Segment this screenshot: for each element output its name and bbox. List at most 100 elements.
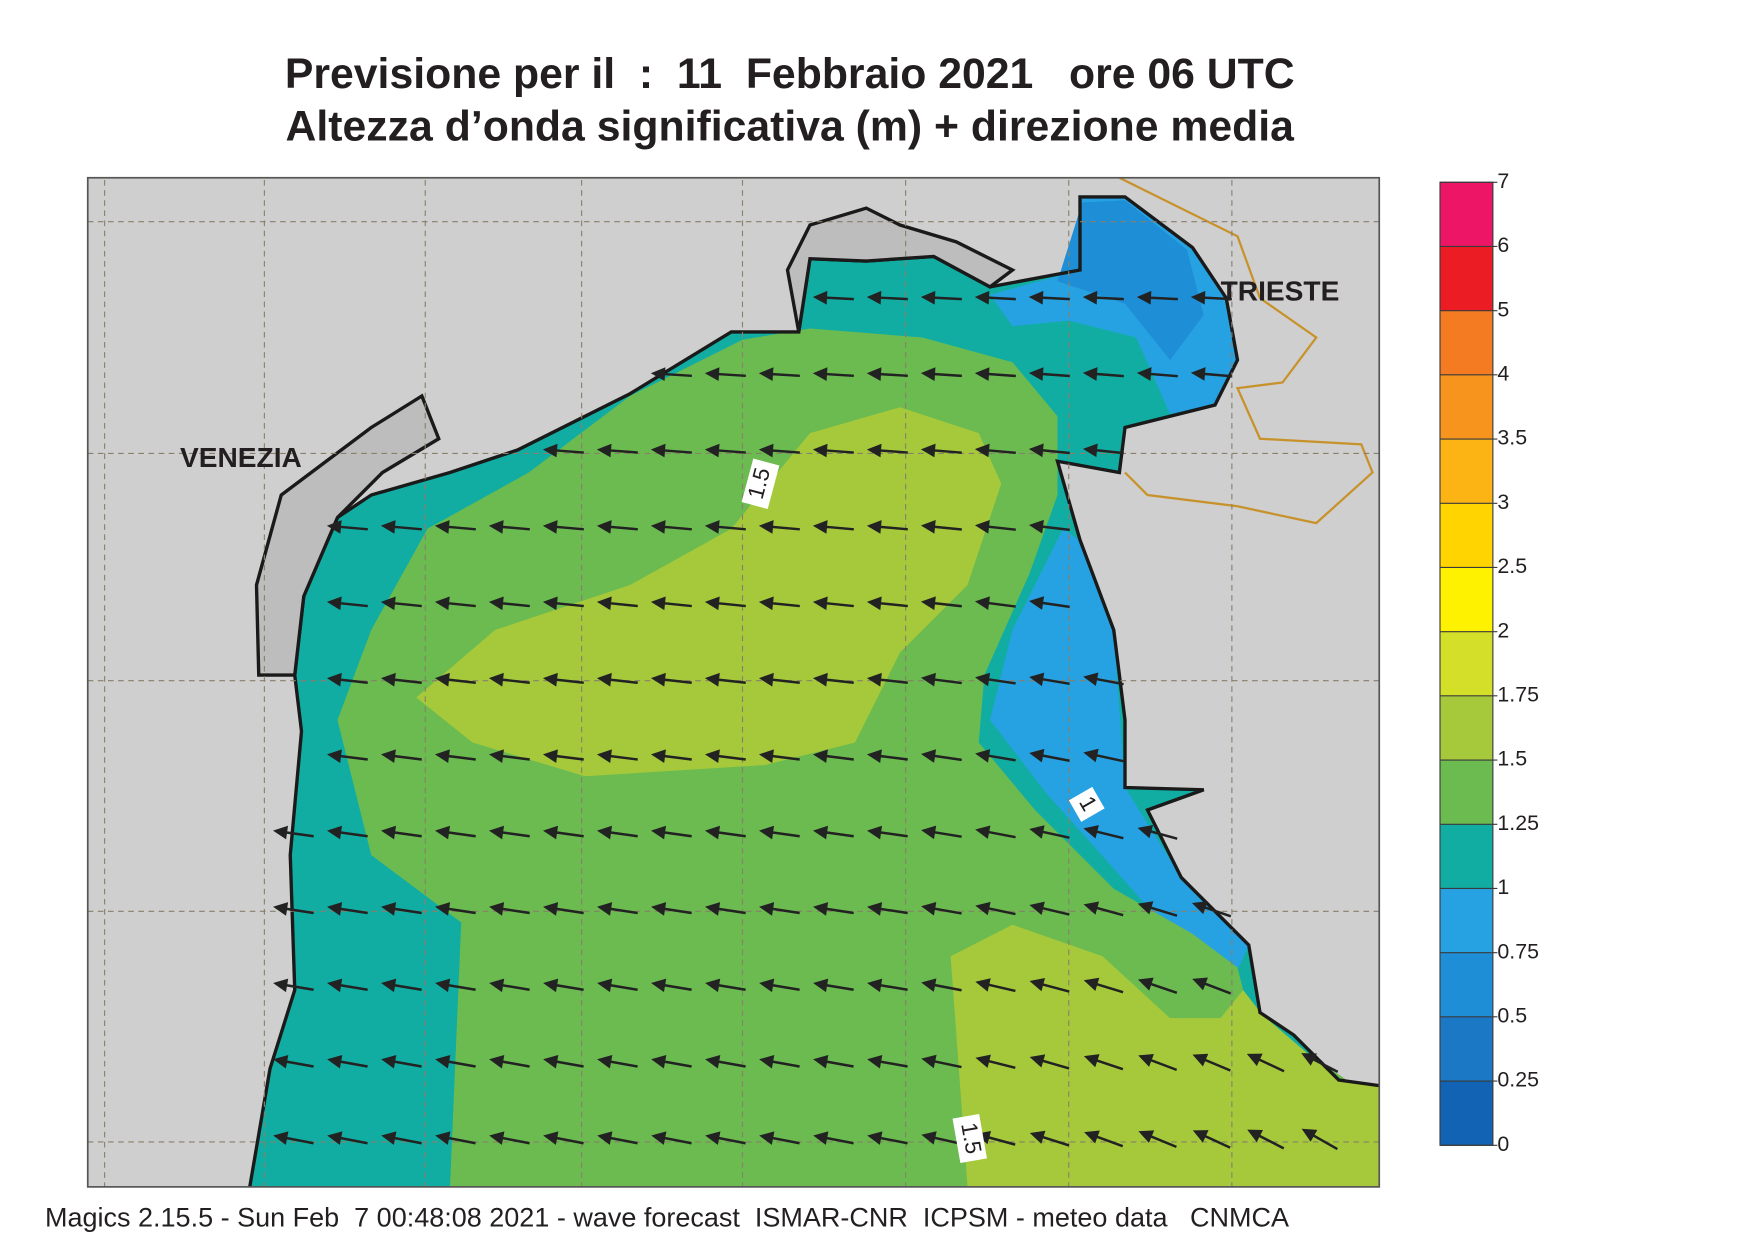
direction-arrow: [650, 367, 692, 381]
direction-arrow: [1028, 290, 1070, 305]
direction-arrow: [650, 596, 692, 611]
direction-arrow: [381, 902, 422, 916]
direction-arrow: [651, 1131, 692, 1145]
direction-arrow: [1029, 672, 1070, 687]
direction-arrow: [920, 596, 962, 611]
direction-arrow: [1083, 977, 1124, 994]
direction-arrow: [1029, 748, 1070, 763]
direction-arrow: [812, 290, 854, 305]
direction-arrow: [866, 749, 908, 763]
direction-arrow: [867, 978, 908, 993]
direction-arrow: [651, 978, 692, 993]
direction-arrow: [1192, 1053, 1231, 1072]
direction-arrow: [866, 443, 908, 458]
direction-arrow: [326, 749, 368, 763]
direction-arrow: [597, 978, 638, 993]
direction-arrow: [596, 443, 638, 458]
direction-arrow: [921, 1131, 962, 1146]
direction-arrow: [867, 902, 908, 916]
direction-arrow: [434, 825, 476, 840]
direction-arrow: [975, 749, 1016, 763]
direction-arrow: [812, 443, 854, 458]
sea-high-north: [416, 407, 1002, 777]
direction-arrow: [488, 749, 530, 763]
direction-arrow: [1137, 824, 1178, 840]
direction-arrow: [381, 1055, 422, 1069]
wave-direction-arrows: [272, 290, 1339, 1151]
direction-arrow: [758, 672, 800, 687]
direction-arrow: [975, 1054, 1016, 1069]
colorbar-band: [1440, 631, 1493, 696]
direction-arrow: [273, 902, 314, 916]
direction-arrow: [542, 672, 584, 687]
direction-arrow: [542, 596, 584, 611]
direction-arrow: [1136, 290, 1178, 305]
direction-arrow: [489, 1055, 530, 1069]
direction-arrow: [1029, 825, 1070, 839]
colorbar-tick-label: 6: [1497, 233, 1509, 257]
direction-arrow: [327, 902, 368, 916]
direction-arrow: [435, 902, 476, 916]
direction-arrow: [920, 672, 962, 687]
direction-arrow: [434, 749, 476, 763]
direction-arrow: [1247, 1129, 1285, 1150]
direction-arrow: [272, 825, 314, 840]
sea-lower-ne: [1057, 200, 1204, 360]
direction-arrow: [1029, 977, 1070, 993]
direction-arrow: [1136, 367, 1178, 381]
colorbar-band: [1440, 824, 1493, 889]
direction-arrow: [812, 367, 854, 381]
direction-arrow: [326, 596, 368, 611]
direction-arrow: [542, 443, 584, 458]
direction-arrow: [920, 520, 962, 534]
direction-arrow: [704, 596, 746, 611]
direction-arrow: [489, 902, 530, 916]
colorbar-tick-label: 7: [1497, 169, 1509, 193]
direction-arrow: [1190, 367, 1232, 381]
colorbar-tick-label: 4: [1497, 361, 1509, 385]
direction-arrow: [812, 520, 854, 534]
direction-arrow: [327, 1055, 368, 1069]
direction-arrow: [1191, 901, 1232, 918]
colorbar-tick-label: 3.5: [1497, 426, 1527, 450]
direction-arrow: [597, 1055, 638, 1069]
direction-arrow: [650, 443, 692, 458]
direction-arrow: [1138, 1053, 1178, 1072]
colorbar-band: [1440, 888, 1493, 953]
direction-arrow: [867, 1055, 908, 1069]
colorbar-band: [1440, 1081, 1493, 1146]
direction-arrow: [596, 520, 638, 534]
direction-arrow: [974, 290, 1016, 305]
direction-arrow: [542, 520, 584, 534]
direction-arrow: [920, 290, 962, 305]
direction-arrow: [812, 825, 854, 840]
direction-arrow: [543, 902, 584, 916]
direction-arrow: [1083, 1054, 1124, 1071]
direction-arrow: [758, 443, 800, 458]
direction-arrow: [1028, 443, 1070, 458]
direction-arrow: [920, 367, 962, 381]
direction-arrow: [542, 825, 584, 840]
direction-arrow: [974, 519, 1016, 534]
direction-arrow: [1084, 1130, 1124, 1148]
direction-arrow: [327, 1131, 368, 1145]
direction-arrow: [759, 902, 800, 916]
colorbar-band: [1440, 952, 1493, 1017]
colorbar-band: [1440, 246, 1493, 311]
direction-arrow: [489, 978, 530, 993]
direction-arrow: [1082, 443, 1124, 458]
direction-arrow: [920, 443, 962, 458]
direction-arrow: [1301, 1053, 1339, 1073]
direction-arrow: [1192, 977, 1232, 995]
direction-arrow: [326, 672, 368, 687]
title-line-2: Altezza d’onda significativa (m) + direz…: [286, 103, 1296, 151]
direction-arrow: [435, 1131, 476, 1145]
direction-arrow: [705, 1055, 746, 1069]
colorbar-tick-label: 2: [1497, 618, 1509, 642]
map-frame: [86, 176, 1381, 1188]
direction-arrow: [812, 749, 854, 763]
direction-arrow: [1246, 1053, 1285, 1073]
sea-low-east: [990, 528, 1249, 970]
direction-arrow: [974, 596, 1016, 610]
direction-arrow: [975, 978, 1016, 993]
